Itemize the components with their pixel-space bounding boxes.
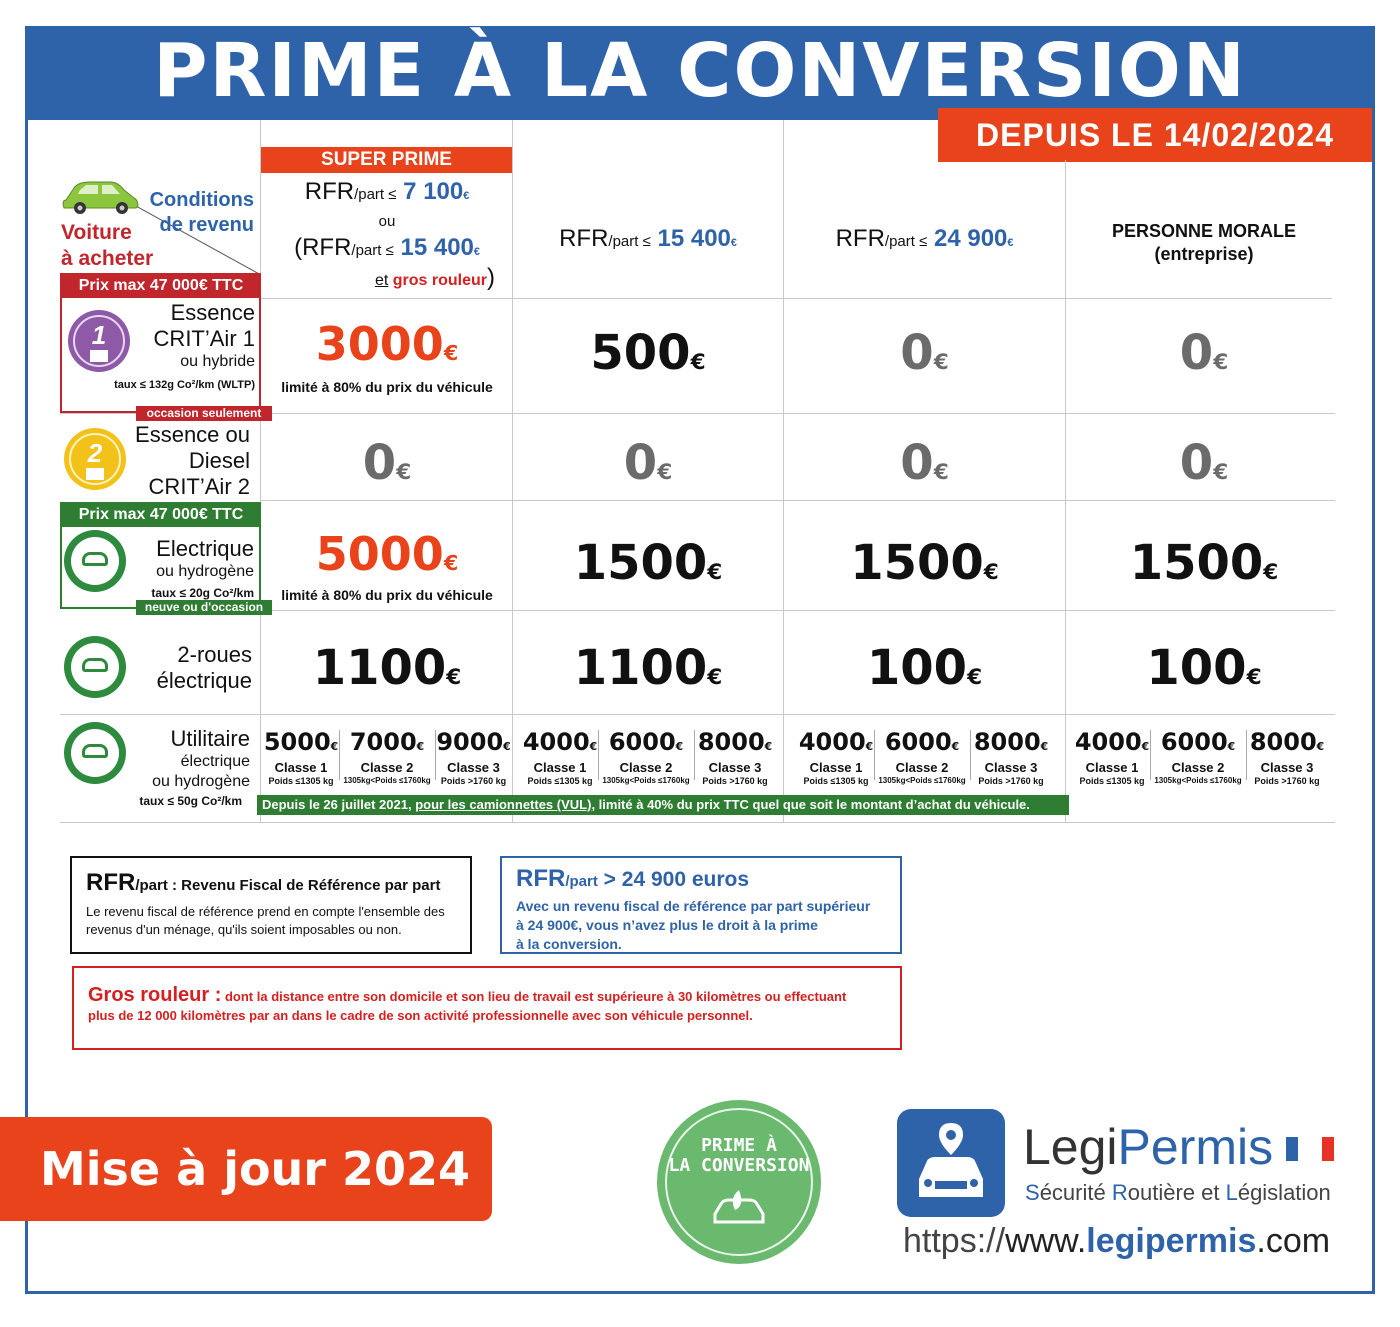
legend-vehicle: Voiture — [61, 221, 132, 244]
vehicle-electric: Electrique ou hydrogène taux ≤ 20g Co²/k… — [151, 536, 254, 600]
amount-crit1-col4: 0€ — [1179, 325, 1229, 381]
amount-electric-col1: 5000€ limité à 80% du prix du véhicule — [281, 527, 493, 603]
date-badge: DEPUIS LE 14/02/2024 — [938, 108, 1372, 162]
utility-col1-class2: 7000€ Classe 2 1305kg<Poids ≤1760kg — [343, 728, 431, 785]
utility-col4-class2: 6000€ Classe 2 1305kg<Poids ≤1760kg — [1154, 728, 1242, 785]
utility-col2-class2: 6000€ Classe 2 1305kg<Poids ≤1760kg — [602, 728, 690, 785]
gros-rouleur-box: Gros rouleur : dont la distance entre so… — [72, 966, 902, 1050]
prime-conversion-seal: PRIME À LA CONVERSION — [657, 1100, 821, 1264]
critair-electric-icon — [64, 636, 126, 698]
vehicle-utility: Utilitaire électrique ou hydrogène taux … — [139, 726, 250, 808]
neuve-occasion-label: neuve ou d'occasion — [136, 600, 272, 615]
utility-col1-class1: 5000€ Classe 1 Poids ≤1305 kg — [263, 728, 339, 786]
utility-separator — [435, 730, 436, 780]
utility-col4-class1: 4000€ Classe 1 Poids ≤1305 kg — [1074, 728, 1150, 786]
occasion-label: occasion seulement — [136, 406, 272, 421]
rfr-definition-box: RFR/part : Revenu Fiscal de Référence pa… — [70, 856, 472, 954]
column-header-3: RFR/part ≤ 24 900€ — [835, 225, 1014, 252]
grid-hline — [60, 714, 1335, 715]
legend-conditions: Conditions — [149, 189, 254, 211]
utility-separator — [970, 730, 971, 780]
utility-col4-class3: 8000€ Classe 3 Poids >1760 kg — [1249, 728, 1325, 786]
legipermis-logo-icon — [897, 1109, 1005, 1217]
french-flag-icon — [1286, 1137, 1334, 1161]
amount-crit2-col3: 0€ — [900, 435, 949, 491]
utility-col2-class1: 4000€ Classe 1 Poids ≤1305 kg — [522, 728, 598, 786]
amount-2roues-col2: 1100€ — [573, 640, 723, 696]
column-header-1: RFR/part ≤ 7 100€ ou (RFR/part ≤ 15 400€… — [294, 178, 496, 291]
amount-2roues-col3: 100€ — [866, 640, 983, 696]
amount-2roues-col4: 100€ — [1146, 640, 1262, 696]
header-bar — [25, 26, 1375, 120]
grid-hline — [260, 298, 1332, 299]
prix-max-label: Prix max 47 000€ TTC — [62, 503, 260, 527]
brand-name: LegiPermis — [1023, 1119, 1274, 1175]
amount-crit1-col3: 0€ — [900, 325, 949, 381]
utility-separator — [339, 730, 340, 780]
super-prime-label: SUPER PRIME — [261, 147, 512, 173]
column-header-2: RFR/part ≤ 15 400€ — [559, 225, 737, 252]
critair-2-icon: 2 — [64, 428, 126, 490]
utility-col3-class1: 4000€ Classe 1 Poids ≤1305 kg — [798, 728, 874, 786]
website-link[interactable]: https://www.legipermis.com — [903, 1222, 1331, 1260]
corner-diagonal — [125, 200, 261, 275]
utility-col1-class3: 9000€ Classe 3 Poids >1760 kg — [436, 728, 511, 786]
brand-tagline: Sécurité Routière et Législation — [1025, 1180, 1331, 1205]
utility-separator — [598, 730, 599, 780]
amount-electric-col4: 1500€ — [1129, 535, 1279, 591]
page-title: PRIME À LA CONVERSION — [153, 28, 1247, 114]
rfr-limit-box: RFR/part > 24 900 euros Avec un revenu f… — [500, 856, 902, 954]
critair-electric-icon — [64, 722, 126, 784]
critair-1-icon: 1 — [68, 310, 130, 372]
grid-vline — [783, 120, 784, 822]
grid-vline — [260, 120, 261, 822]
vehicle-two-wheels: 2-roues électrique — [156, 642, 252, 693]
amount-electric-col3: 1500€ — [850, 535, 999, 591]
prix-max-label: Prix max 47 000€ TTC — [62, 274, 260, 298]
amount-crit2-col2: 0€ — [623, 435, 673, 491]
amount-crit2-col4: 0€ — [1179, 435, 1229, 491]
legend-conditions: de revenu — [159, 214, 254, 236]
utility-separator — [1150, 730, 1151, 780]
update-banner: Mise à jour 2024 — [0, 1117, 492, 1221]
amount-crit1-col1: 3000€ limité à 80% du prix du véhicule — [281, 317, 493, 395]
grid-vline — [512, 120, 513, 822]
amount-2roues-col1: 1100€ — [312, 640, 462, 696]
utility-col2-class3: 8000€ Classe 3 Poids >1760 kg — [697, 728, 773, 786]
vehicle-crit1: Essence CRIT’Air 1 ou hybride taux ≤ 132… — [114, 300, 255, 391]
utility-footnote: Depuis le 26 juillet 2021, pour les cami… — [257, 795, 1069, 815]
amount-crit1-col2: 500€ — [590, 325, 706, 381]
utility-separator — [874, 730, 875, 780]
grid-hline — [260, 500, 1335, 501]
critair-electric-icon — [64, 530, 126, 592]
grid-hline — [60, 413, 1335, 414]
amount-crit2-col1: 0€ — [362, 435, 412, 491]
vehicle-crit2: Essence ou Diesel CRIT’Air 2 — [135, 422, 250, 499]
utility-separator — [1246, 730, 1247, 780]
amount-electric-col2: 1500€ — [573, 535, 723, 591]
leaf-car-icon — [713, 1190, 765, 1224]
grid-vline — [1065, 160, 1066, 822]
column-header-4: PERSONNE MORALE (entreprise) — [1111, 221, 1297, 264]
grid-hline — [60, 822, 1335, 823]
legend-vehicle: à acheter — [61, 247, 154, 270]
utility-col3-class2: 6000€ Classe 2 1305kg<Poids ≤1760kg — [878, 728, 966, 785]
grid-hline — [260, 610, 1335, 611]
car-icon — [62, 181, 139, 214]
utility-col3-class3: 8000€ Classe 3 Poids >1760 kg — [973, 728, 1049, 786]
utility-separator — [694, 730, 695, 780]
